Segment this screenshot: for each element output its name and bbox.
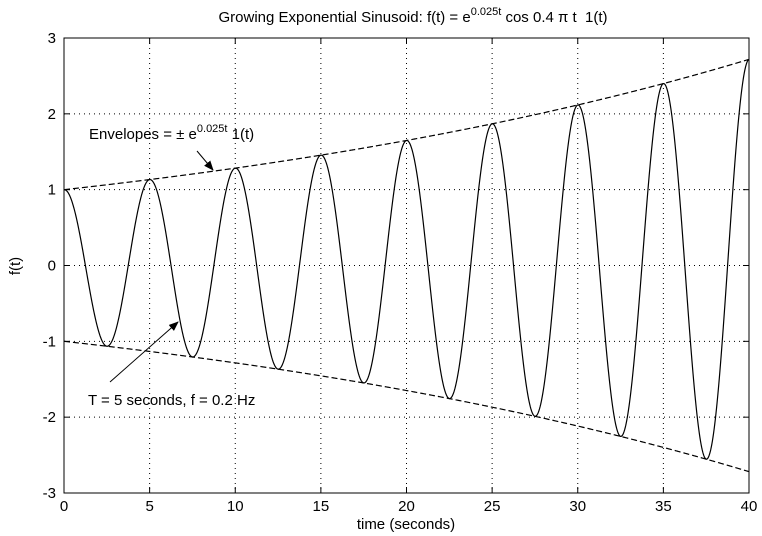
annotation-envelopes: Envelopes = ± e0.025t 1(t) bbox=[89, 123, 254, 143]
chart-title-exponent: 0.025t bbox=[471, 6, 502, 18]
x-tick-label: 20 bbox=[398, 498, 415, 515]
series-layer bbox=[63, 58, 750, 473]
y-tick-label: 3 bbox=[48, 30, 56, 47]
chart-title-prefix: Growing Exponential Sinusoid: f(t) = e bbox=[218, 9, 470, 26]
annotation-envelopes-arrow bbox=[196, 150, 214, 171]
y-tick-label: 1 bbox=[48, 182, 56, 199]
y-tick-label: -2 bbox=[43, 409, 56, 426]
y-tick-label: -3 bbox=[43, 485, 56, 502]
chart-title-suffix: cos 0.4 π t 1(t) bbox=[501, 9, 607, 26]
plot-frame bbox=[63, 37, 750, 494]
annotation-envelopes-prefix: Envelopes = ± e bbox=[89, 126, 197, 143]
y-axis-label: f(t) bbox=[7, 257, 24, 275]
x-tick-label: 0 bbox=[60, 498, 68, 515]
y-tick-label: 2 bbox=[48, 106, 56, 123]
y-tick-label: 0 bbox=[48, 258, 56, 275]
x-axis-label: time (seconds) bbox=[357, 516, 455, 533]
ticks: 0 5 10 15 20 25 30 35 40 -3 -2 -1 0 1 2 3 bbox=[43, 30, 758, 515]
y-tick-label: -1 bbox=[43, 333, 56, 350]
x-tick-label: 25 bbox=[484, 498, 501, 515]
x-tick-label: 5 bbox=[145, 498, 153, 515]
annotation-envelopes-exponent: 0.025t bbox=[197, 123, 228, 135]
chart-title: Growing Exponential Sinusoid: f(t) = e0.… bbox=[218, 6, 607, 26]
annotation-period-arrow bbox=[109, 321, 179, 383]
annotation-period: T = 5 seconds, f = 0.2 Hz bbox=[88, 392, 255, 409]
lower-envelope-line bbox=[63, 340, 750, 473]
x-tick-label: 15 bbox=[313, 498, 330, 515]
x-tick-label: 40 bbox=[741, 498, 758, 515]
x-tick-label: 30 bbox=[569, 498, 586, 515]
x-tick-label: 10 bbox=[227, 498, 244, 515]
x-tick-label: 35 bbox=[655, 498, 672, 515]
grid bbox=[64, 38, 749, 493]
annotation-envelopes-suffix: 1(t) bbox=[227, 126, 254, 143]
upper-envelope-line bbox=[63, 58, 750, 191]
